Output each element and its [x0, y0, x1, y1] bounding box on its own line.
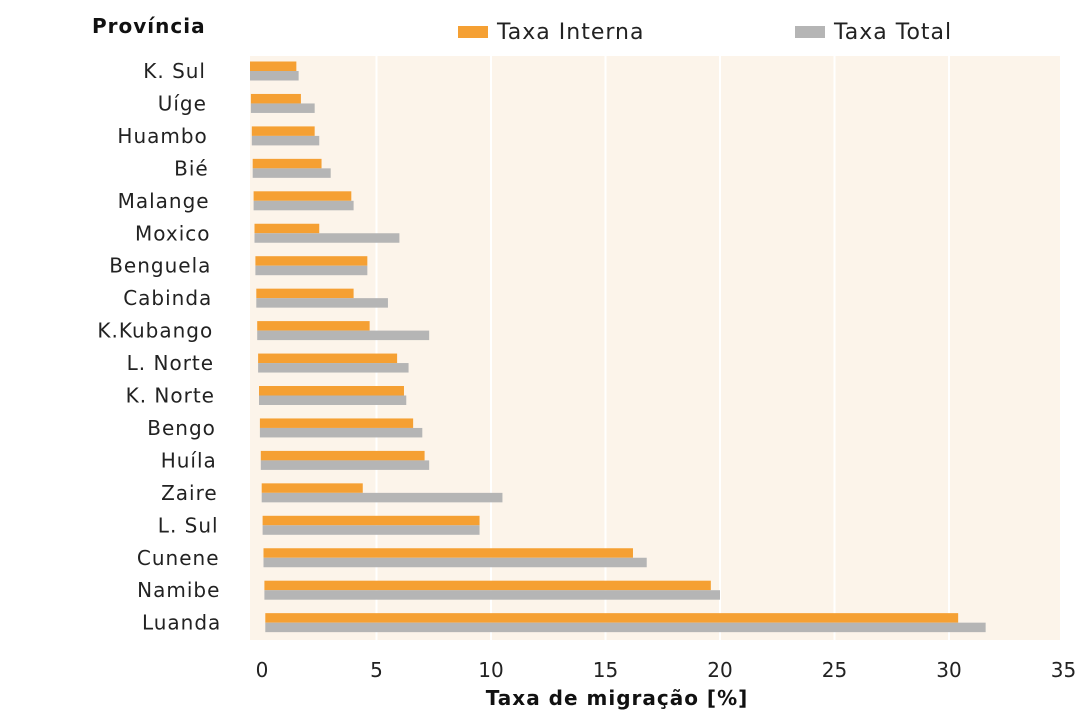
category-label-bengo: Bengo — [147, 416, 216, 440]
x-tick-label-15: 15 — [593, 658, 618, 682]
category-label-u-ge: Uíge — [158, 91, 207, 115]
category-label-zaire: Zaire — [161, 481, 218, 505]
bar-taxa-total-k-sul — [250, 71, 299, 81]
legend: Taxa Interna Taxa Total — [458, 20, 952, 45]
bar-taxa-total-l-norte — [258, 363, 409, 373]
x-tick-label-35: 35 — [1051, 658, 1076, 682]
bar-taxa-total-bi — [252, 168, 331, 178]
bar-taxa-interna-luanda — [265, 613, 959, 623]
category-axis-title: Província — [92, 14, 206, 38]
category-labels: K. Sul Uíge Huambo Bié Malange Moxico Benguela… — [97, 59, 221, 635]
bar-taxa-total-cunene — [263, 557, 647, 568]
bar-taxa-interna-cabinda — [256, 288, 354, 299]
bar-taxa-total-cabinda — [256, 298, 388, 308]
bar-taxa-total-k-norte — [259, 395, 407, 405]
bar-taxa-interna-l-sul — [262, 515, 480, 526]
bar-taxa-total-moxico — [254, 233, 400, 243]
category-label-luanda: Luanda — [142, 611, 221, 635]
x-tick-label-30: 30 — [936, 658, 961, 682]
bar-taxa-interna-bi — [252, 158, 322, 169]
bar-taxa-total-hu-la — [260, 460, 430, 470]
category-label-k-kubango: K.Kubango — [97, 319, 213, 343]
bar-taxa-interna-huambo — [251, 126, 315, 136]
bar-taxa-interna-bengo — [259, 418, 414, 428]
bar-taxa-total-u-ge — [250, 103, 315, 113]
category-label-malange: Malange — [118, 189, 210, 213]
grid-lines — [375, 56, 1065, 640]
category-label-k-norte: K. Norte — [126, 384, 215, 408]
category-label-bi: Bié — [174, 156, 209, 180]
bar-taxa-total-k-kubango — [257, 330, 430, 341]
x-tick-label-25: 25 — [822, 658, 847, 682]
category-label-l-sul: L. Sul — [158, 513, 219, 537]
x-tick-label-10: 10 — [478, 658, 503, 682]
x-axis-title: Taxa de migração [%] — [486, 686, 749, 710]
x-tick-label-5: 5 — [370, 658, 383, 682]
bar-taxa-total-benguela — [255, 265, 368, 276]
category-label-moxico: Moxico — [135, 221, 211, 245]
category-label-cunene: Cunene — [137, 546, 220, 570]
x-tick-label-20: 20 — [707, 658, 732, 682]
bar-taxa-total-malange — [253, 200, 354, 211]
bar-taxa-interna-l-norte — [258, 353, 398, 364]
bar-taxa-interna-zaire — [261, 483, 363, 493]
bar-taxa-total-namibe — [264, 590, 720, 600]
bar-taxa-interna-k-sul — [250, 61, 297, 71]
bar-taxa-total-zaire — [261, 492, 503, 503]
category-label-namibe: Namibe — [137, 578, 220, 602]
bar-taxa-total-bengo — [259, 427, 423, 438]
category-label-l-norte: L. Norte — [127, 351, 214, 375]
category-label-cabinda: Cabinda — [123, 286, 212, 310]
legend-swatch-taxa-interna — [458, 26, 488, 38]
legend-label-taxa-interna: Taxa Interna — [496, 20, 644, 45]
bar-taxa-interna-malange — [253, 191, 352, 201]
category-label-k-sul: K. Sul — [143, 59, 206, 83]
bar-taxa-interna-u-ge — [250, 93, 301, 104]
plot-background — [250, 56, 1060, 640]
bars — [250, 61, 986, 633]
category-label-benguela: Benguela — [109, 254, 211, 278]
bar-taxa-total-huambo — [251, 135, 320, 146]
legend-swatch-taxa-total — [795, 26, 825, 38]
bar-taxa-interna-k-kubango — [257, 321, 370, 331]
bar-taxa-interna-k-norte — [259, 386, 404, 396]
bar-taxa-interna-benguela — [255, 256, 368, 266]
bar-taxa-interna-namibe — [264, 580, 711, 591]
x-tick-labels: 0 5 10 15 20 25 30 35 — [256, 658, 1077, 682]
category-label-huambo: Huambo — [117, 124, 207, 148]
legend-label-taxa-total: Taxa Total — [833, 20, 952, 45]
bar-taxa-interna-hu-la — [260, 450, 425, 461]
x-tick-label-0: 0 — [256, 658, 269, 682]
bar-taxa-total-l-sul — [262, 525, 480, 535]
bar-taxa-interna-cunene — [263, 548, 633, 558]
category-label-hu-la: Huíla — [161, 448, 217, 472]
bar-taxa-total-luanda — [265, 622, 986, 633]
bar-taxa-interna-moxico — [254, 223, 320, 234]
